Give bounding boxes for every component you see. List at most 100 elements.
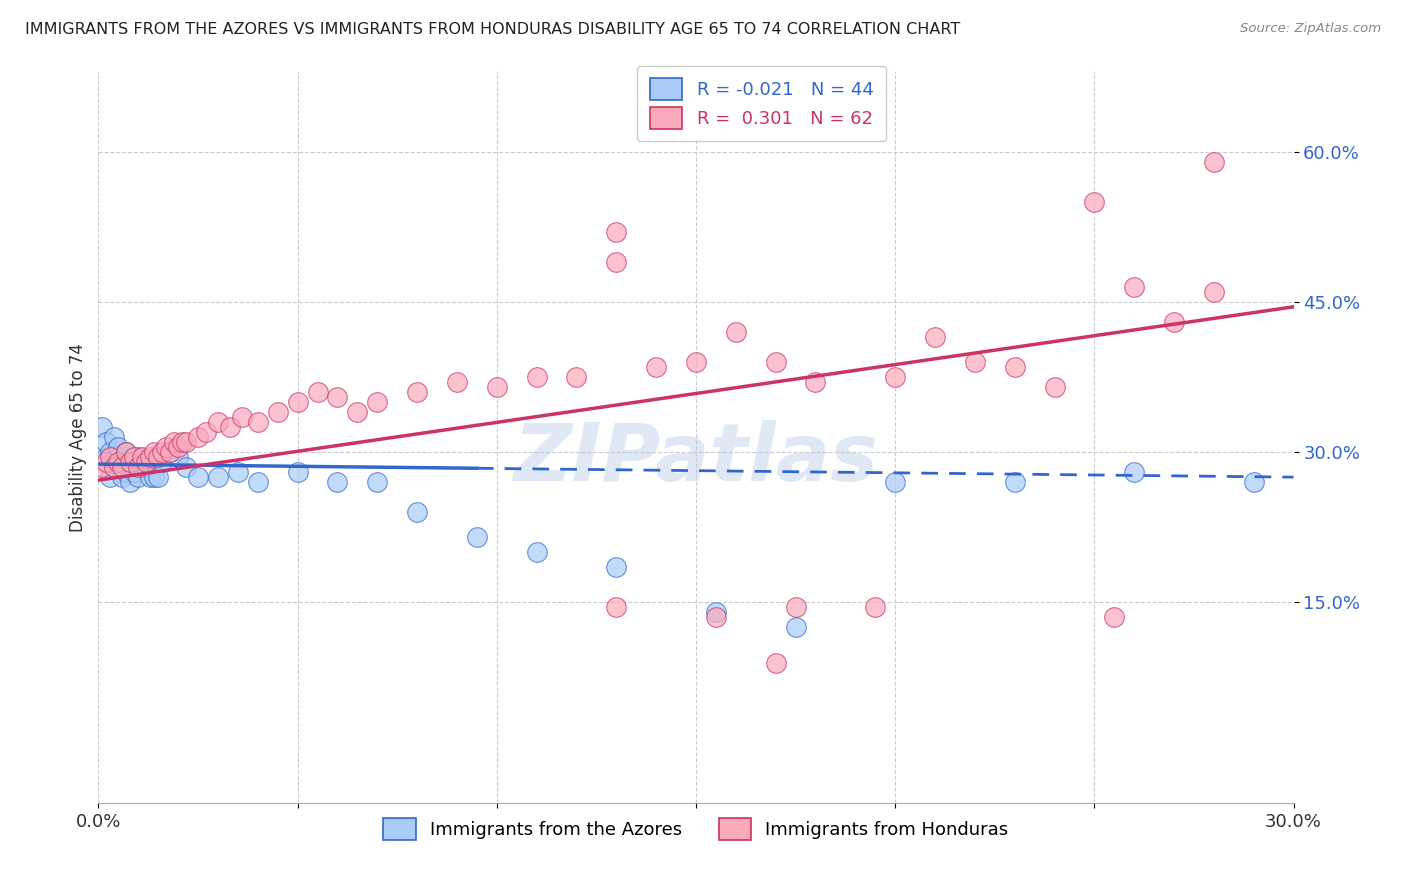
Point <box>155 440 177 454</box>
Point <box>565 370 588 384</box>
Point <box>120 455 142 469</box>
Point <box>98 445 122 459</box>
Point <box>1104 610 1126 624</box>
Point <box>804 375 827 389</box>
Point <box>246 475 269 490</box>
Point <box>287 465 309 479</box>
Point <box>91 460 114 475</box>
Point <box>704 606 727 620</box>
Point <box>231 410 253 425</box>
Point <box>246 415 269 429</box>
Point <box>207 470 229 484</box>
Point <box>219 420 242 434</box>
Point <box>1123 465 1146 479</box>
Point <box>120 455 142 469</box>
Point <box>159 445 181 459</box>
Point <box>167 440 190 454</box>
Point <box>765 656 787 670</box>
Point <box>963 355 986 369</box>
Point <box>1004 359 1026 374</box>
Point <box>135 455 157 469</box>
Point <box>406 384 429 399</box>
Legend: Immigrants from the Azores, Immigrants from Honduras: Immigrants from the Azores, Immigrants f… <box>374 808 1018 848</box>
Point <box>366 475 388 490</box>
Y-axis label: Disability Age 65 to 74: Disability Age 65 to 74 <box>69 343 87 532</box>
Point <box>326 390 349 404</box>
Point <box>605 600 627 615</box>
Point <box>1043 380 1066 394</box>
Point <box>124 465 146 479</box>
Point <box>115 465 138 479</box>
Point <box>107 450 129 464</box>
Point <box>307 384 329 399</box>
Point <box>1083 194 1105 209</box>
Point <box>605 254 627 268</box>
Point <box>172 435 194 450</box>
Point <box>1163 315 1185 329</box>
Point <box>124 450 146 464</box>
Text: Source: ZipAtlas.com: Source: ZipAtlas.com <box>1240 22 1381 36</box>
Point <box>446 375 468 389</box>
Point <box>115 445 138 459</box>
Point <box>139 450 162 464</box>
Point <box>127 450 149 464</box>
Point <box>131 460 153 475</box>
Point <box>111 470 134 484</box>
Point <box>107 440 129 454</box>
Point <box>785 620 807 634</box>
Point <box>96 435 118 450</box>
Point <box>645 359 668 374</box>
Point <box>465 530 488 544</box>
Point <box>1004 475 1026 490</box>
Point <box>163 435 186 450</box>
Point <box>107 455 129 469</box>
Point <box>174 460 197 475</box>
Point <box>226 465 249 479</box>
Point <box>884 370 907 384</box>
Point <box>111 460 134 475</box>
Point <box>103 430 125 444</box>
Point <box>785 600 807 615</box>
Point <box>187 430 209 444</box>
Point <box>884 475 907 490</box>
Point <box>131 450 153 464</box>
Point <box>143 470 166 484</box>
Point <box>127 460 149 475</box>
Point <box>485 380 508 394</box>
Point <box>605 560 627 574</box>
Point <box>187 470 209 484</box>
Point <box>1202 285 1225 299</box>
Point <box>685 355 707 369</box>
Point <box>98 470 122 484</box>
Text: ZIPatlas: ZIPatlas <box>513 420 879 498</box>
Point <box>865 600 887 615</box>
Point <box>346 405 368 419</box>
Point <box>724 325 747 339</box>
Point <box>605 225 627 239</box>
Point <box>924 330 946 344</box>
Point <box>287 395 309 409</box>
Point <box>526 545 548 559</box>
Point <box>326 475 349 490</box>
Point <box>1243 475 1265 490</box>
Point <box>148 470 170 484</box>
Point <box>1123 280 1146 294</box>
Point <box>406 505 429 519</box>
Point <box>526 370 548 384</box>
Point <box>103 460 125 475</box>
Point <box>704 610 727 624</box>
Point <box>267 405 290 419</box>
Point <box>139 470 162 484</box>
Point <box>167 450 190 464</box>
Text: IMMIGRANTS FROM THE AZORES VS IMMIGRANTS FROM HONDURAS DISABILITY AGE 65 TO 74 C: IMMIGRANTS FROM THE AZORES VS IMMIGRANTS… <box>25 22 960 37</box>
Point <box>1202 154 1225 169</box>
Point <box>103 460 125 475</box>
Point <box>127 470 149 484</box>
Point <box>195 425 218 439</box>
Point <box>150 455 173 469</box>
Point <box>159 445 181 459</box>
Point <box>96 450 118 464</box>
Point <box>174 435 197 450</box>
Point <box>91 420 114 434</box>
Point <box>143 445 166 459</box>
